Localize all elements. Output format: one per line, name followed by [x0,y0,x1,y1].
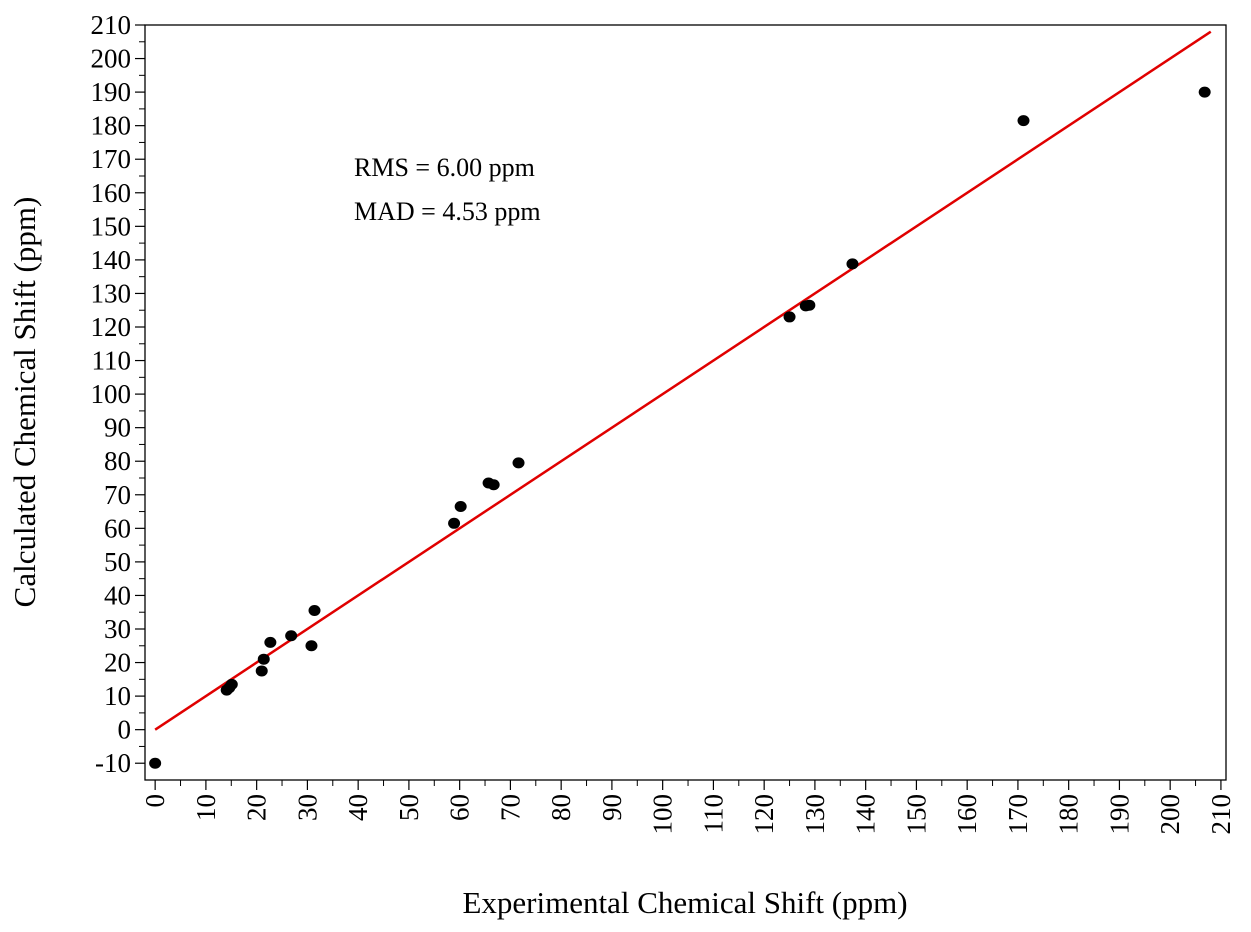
data-point-4 [255,665,268,677]
y-tick-label-100: 100 [91,379,132,409]
y-tick-label-50: 50 [104,547,131,577]
x-tick-label-210: 210 [1206,794,1236,835]
x-tick-label-140: 140 [851,794,881,835]
x-tick-label-100: 100 [648,794,678,835]
data-point-13 [487,479,500,491]
y-tick-label-110: 110 [92,346,132,376]
data-point-18 [846,258,859,270]
x-tick-label-120: 120 [749,794,779,835]
x-axis: 0 10 20 30 40 50 60 70 80 90 100 110 120 130 140 150 160… [140,780,1236,835]
x-tick-label-200: 200 [1155,794,1185,835]
x-axis-label: Experimental Chemical Shift (ppm) [462,885,907,920]
x-tick-label-20: 20 [242,794,272,821]
plot-frame [144,24,1227,781]
fit-line [154,30,1212,731]
x-tick-label-80: 80 [546,794,576,821]
y-axis-label: Calculated Chemical Shift (ppm) [7,197,42,608]
data-point-10 [448,517,461,529]
data-point-8 [305,640,318,652]
y-tick-label-90: 90 [104,413,131,443]
x-tick-label-10: 10 [191,794,221,821]
annotation-rms: RMS = 6.00 ppm [354,153,535,182]
data-point-11 [454,501,467,513]
x-tick-label-110: 110 [698,794,728,834]
y-tick-label-120: 120 [91,312,132,342]
y-tick-label-190: 190 [91,77,132,107]
data-point-17 [803,299,816,311]
x-tick-label-130: 130 [800,794,830,835]
data-point-20 [1198,86,1211,98]
y-tick-label-150: 150 [91,211,132,241]
x-tick-label-90: 90 [597,794,627,821]
y-tick-label-30: 30 [104,614,131,644]
y-tick-label-200: 200 [91,44,132,74]
x-tick-label-40: 40 [343,794,373,821]
data-point-3 [225,678,238,690]
x-tick-label-190: 190 [1104,794,1134,835]
x-tick-label-180: 180 [1054,794,1084,835]
y-tick-label-180: 180 [91,111,132,141]
y-tick-label-80: 80 [104,446,131,476]
y-tick-label-20: 20 [104,648,131,678]
y-tick-label--10: -10 [95,748,131,778]
annotation-mad: MAD = 4.53 ppm [354,197,541,226]
data-point-19 [1017,115,1030,127]
y-tick-label-70: 70 [104,480,131,510]
x-tick-label-150: 150 [901,794,931,835]
x-tick-label-30: 30 [292,794,322,821]
y-tick-label-160: 160 [91,178,132,208]
y-tick-label-40: 40 [104,580,131,610]
data-point-7 [285,630,298,642]
data-point-15 [783,311,796,323]
x-tick-label-60: 60 [445,794,475,821]
x-tick-label-70: 70 [495,794,525,821]
x-tick-label-160: 160 [952,794,982,835]
data-point-6 [264,636,277,648]
data-point-0 [149,757,162,769]
y-tick-label-60: 60 [104,513,131,543]
x-tick-label-170: 170 [1003,794,1033,835]
y-tick-label-140: 140 [91,245,132,275]
y-tick-label-0: 0 [118,715,132,745]
y-tick-label-210: 210 [91,10,132,40]
data-point-9 [308,605,321,617]
x-tick-label-50: 50 [394,794,424,821]
data-point-14 [512,457,525,469]
x-tick-label-0: 0 [140,794,170,808]
y-tick-label-170: 170 [91,144,132,174]
y-tick-label-130: 130 [91,278,132,308]
data-points [149,86,1211,769]
y-tick-label-10: 10 [104,681,131,711]
data-point-5 [257,653,270,665]
